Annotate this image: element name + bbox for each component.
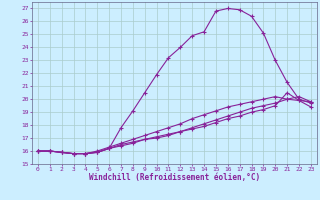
X-axis label: Windchill (Refroidissement éolien,°C): Windchill (Refroidissement éolien,°C) (89, 173, 260, 182)
